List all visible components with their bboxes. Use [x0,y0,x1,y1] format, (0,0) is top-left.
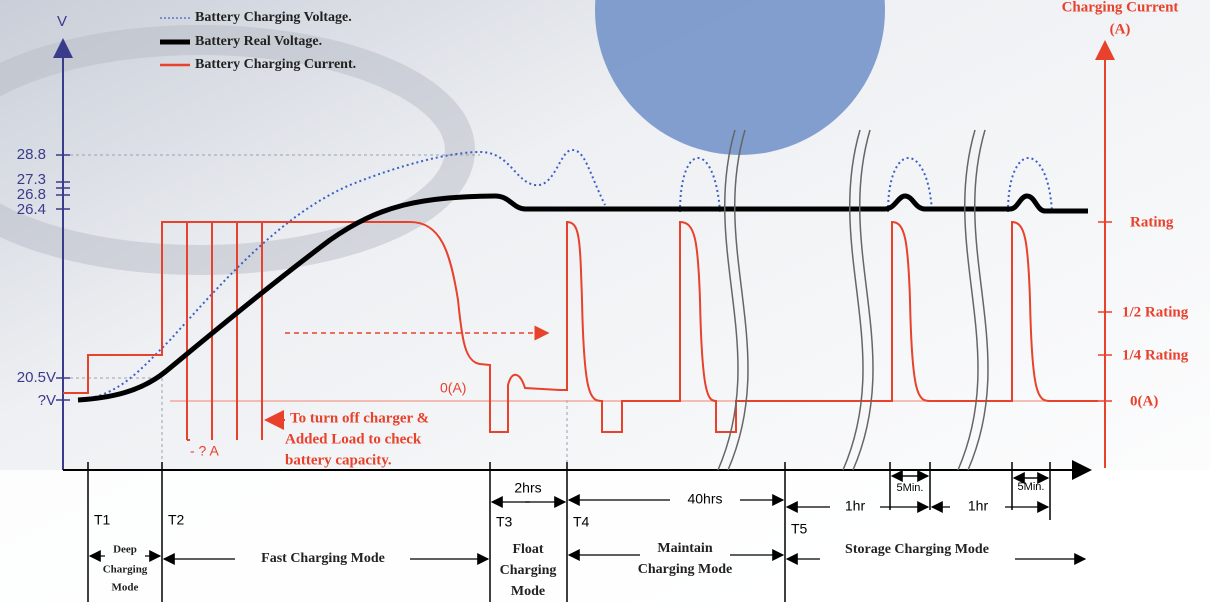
mode-label: Fast Charging Mode [261,551,385,566]
mode-label: Mode [511,584,545,599]
guide-lines [70,154,568,470]
mode-label: Charging [103,564,148,576]
note-text: Added Load to check [285,431,422,447]
duration-label: 1hr [845,498,866,514]
mode-label: Storage Charging Mode [845,542,989,557]
real-voltage-curve [77,193,1088,403]
mode-label: Charging [500,563,557,578]
right-tick-label: 0(A) [1130,393,1158,409]
negative-label: - ? A [190,443,219,459]
left-tick-label: 20.5V [17,369,56,386]
right-ticks [1098,221,1112,402]
mode-label: Mode [112,582,139,594]
duration-arrows [490,470,1050,513]
right-tick-label: Rating [1130,214,1174,230]
duration-label: 5Min. [897,482,924,494]
mode-arrows [88,549,1087,565]
left-tick-label: 26.8 [17,186,46,203]
duration-label: 5Min. [1018,481,1045,493]
time-markers [87,462,1051,602]
left-axis-title: V [57,13,67,30]
bg-circle [595,0,885,155]
duration-label: 1hr [968,498,989,514]
note-text: battery capacity. [285,452,392,468]
right-tick-label: 1/4 Rating [1122,347,1189,363]
time-label: T3 [496,514,513,530]
zero-label: 0(A) [440,380,466,396]
mode-label: Charging Mode [638,562,733,577]
charging-voltage-curve [79,148,1053,401]
left-tick-label: ?V [38,392,56,409]
bottom-panel [0,470,1210,602]
right-axis-title: (A) [1110,21,1131,37]
left-tick-label: 26.4 [17,201,46,218]
mode-label: Maintain [657,541,712,556]
time-label: T2 [168,512,185,528]
legend-label: Battery Real Voltage. [195,34,322,49]
time-label: T5 [791,521,808,537]
left-ticks [56,154,70,401]
time-label: T1 [94,512,111,528]
bg-swirl [0,25,475,275]
left-tick-label: 28.8 [17,146,46,163]
right-tick-label: 1/2 Rating [1122,304,1189,320]
legend-label: Battery Charging Voltage. [195,10,352,25]
legend-label: Battery Charging Current. [195,57,356,72]
note-text: To turn off charger & [290,410,429,426]
mode-label: Float [512,542,543,557]
duration-label: 2hrs [514,480,541,496]
break-marks [717,129,989,471]
left-tick-label: 27.3 [17,171,46,188]
mode-label: Deep [113,544,137,556]
right-axis-title: Charging Current [1062,0,1179,15]
duration-label: 40hrs [687,491,722,507]
charging-current-curve [63,220,1098,433]
time-label: T4 [573,514,590,530]
